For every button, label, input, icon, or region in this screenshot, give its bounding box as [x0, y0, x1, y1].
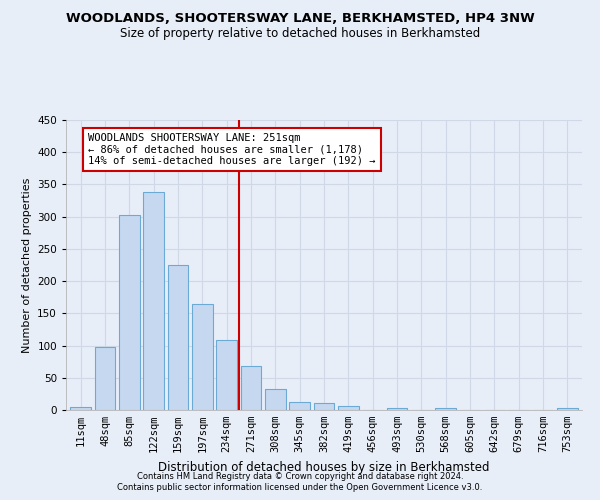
- Bar: [119, 214, 140, 410]
- Bar: [557, 408, 578, 410]
- Bar: [241, 366, 262, 410]
- Text: Contains HM Land Registry data © Crown copyright and database right 2024.: Contains HM Land Registry data © Crown c…: [137, 472, 463, 481]
- Bar: [436, 408, 456, 410]
- Y-axis label: Number of detached properties: Number of detached properties: [22, 178, 32, 352]
- X-axis label: Distribution of detached houses by size in Berkhamsted: Distribution of detached houses by size …: [158, 460, 490, 473]
- Bar: [289, 402, 310, 410]
- Bar: [70, 407, 91, 410]
- Bar: [143, 192, 164, 410]
- Bar: [386, 408, 407, 410]
- Bar: [216, 340, 237, 410]
- Text: Size of property relative to detached houses in Berkhamsted: Size of property relative to detached ho…: [120, 28, 480, 40]
- Bar: [167, 265, 188, 410]
- Text: WOODLANDS SHOOTERSWAY LANE: 251sqm
← 86% of detached houses are smaller (1,178)
: WOODLANDS SHOOTERSWAY LANE: 251sqm ← 86%…: [88, 133, 376, 166]
- Bar: [192, 304, 212, 410]
- Bar: [95, 347, 115, 410]
- Bar: [265, 388, 286, 410]
- Text: Contains public sector information licensed under the Open Government Licence v3: Contains public sector information licen…: [118, 484, 482, 492]
- Bar: [338, 406, 359, 410]
- Text: WOODLANDS, SHOOTERSWAY LANE, BERKHAMSTED, HP4 3NW: WOODLANDS, SHOOTERSWAY LANE, BERKHAMSTED…: [65, 12, 535, 26]
- Bar: [314, 403, 334, 410]
